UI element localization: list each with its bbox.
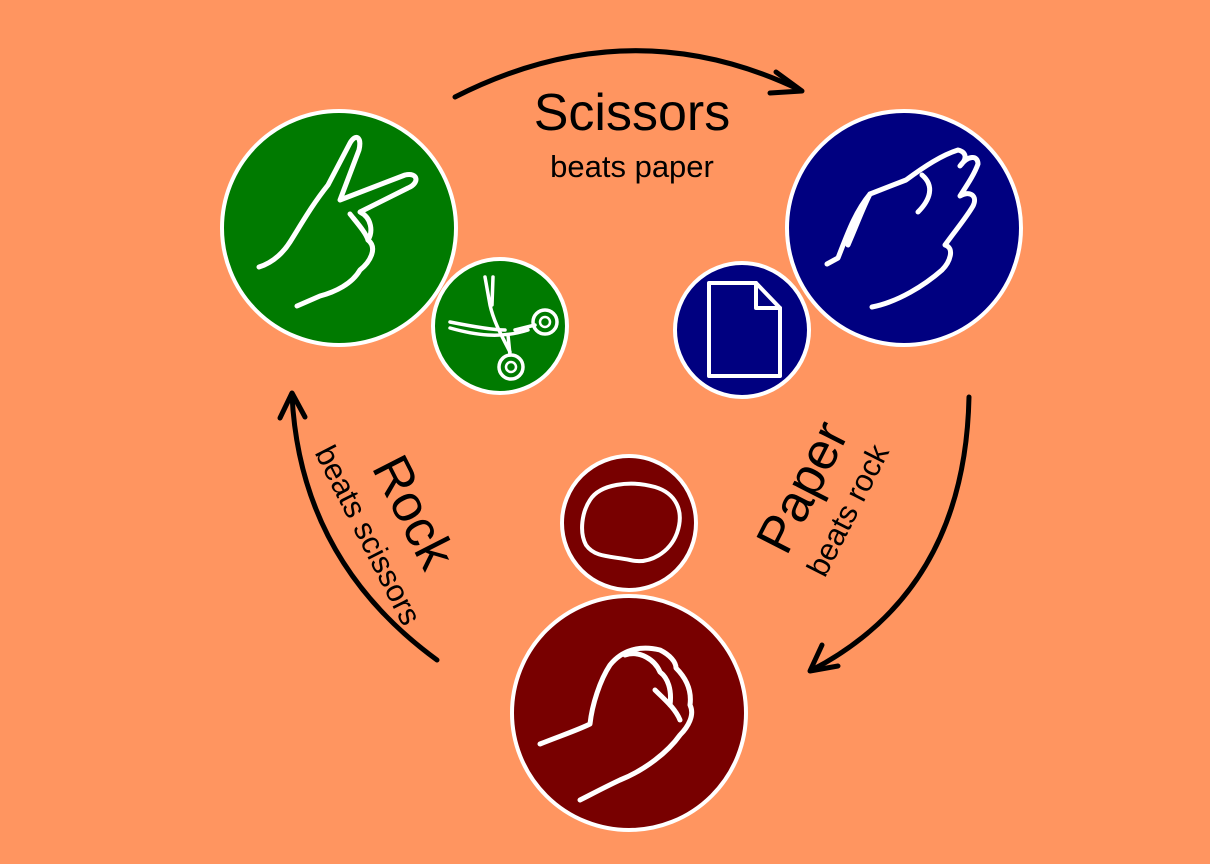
scissors-subtitle: beats paper [550, 149, 714, 184]
scissors-title: Scissors [534, 84, 730, 142]
open-hand-icon [824, 147, 981, 310]
rock-stone-node [560, 454, 698, 592]
arrow-rock-to-scissors [277, 390, 440, 663]
paper-hand-node [785, 109, 1023, 347]
document-icon [707, 281, 782, 378]
scissors-hand-node [220, 109, 458, 347]
rock-hand-node [510, 594, 748, 832]
scissors-tool-node [431, 257, 569, 395]
arrow-scissors-to-paper [452, 48, 805, 100]
victory-hand-icon [256, 134, 419, 309]
stone-icon [580, 481, 682, 564]
fist-icon [537, 645, 695, 803]
arrow-paper-to-rock [807, 394, 972, 674]
scissors-icon [448, 275, 559, 381]
paper-document-node [673, 261, 811, 399]
